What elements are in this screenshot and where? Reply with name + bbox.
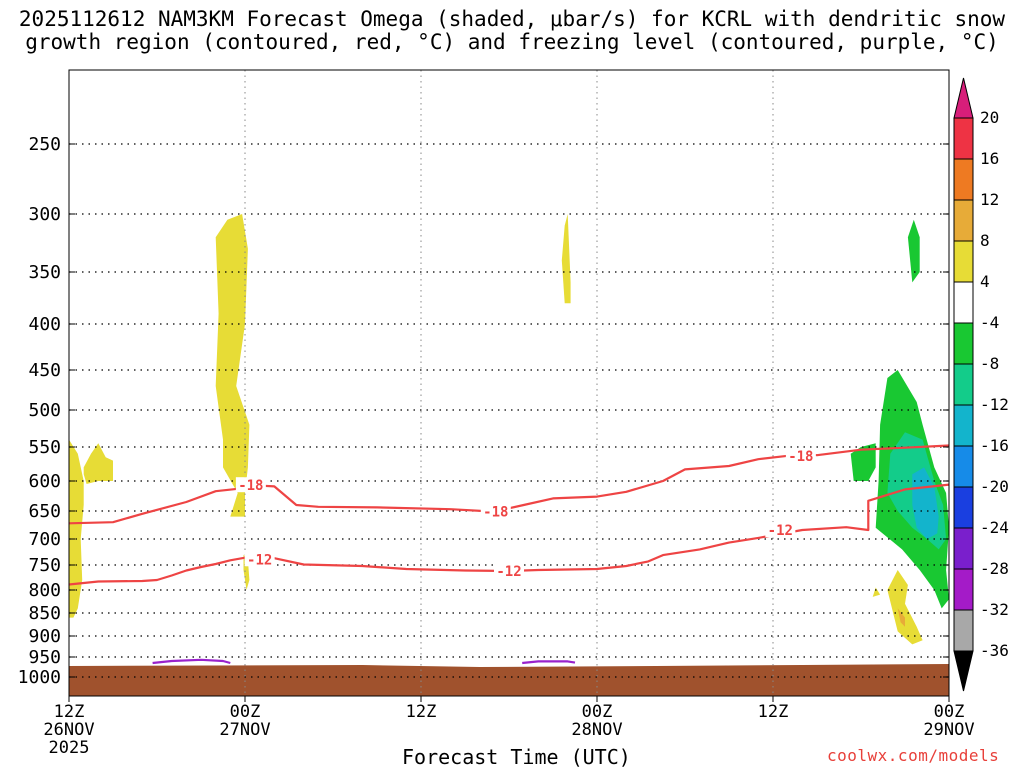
colorbar-label: 8	[980, 231, 990, 250]
chart-title-line-2: growth region (contoured, red, °C) and f…	[25, 30, 999, 54]
colorbar-label: -28	[980, 559, 1009, 578]
colorbar-swatch	[953, 527, 974, 570]
y-tick-label: 450	[28, 360, 61, 381]
omega-region-7	[897, 608, 905, 627]
x-axis-title: Forecast Time (UTC)	[402, 745, 631, 769]
y-tick-label: 400	[28, 314, 61, 335]
x-tick-label: 00Z	[230, 702, 261, 722]
omega-region-1	[69, 439, 84, 618]
x-tick-label: 29NOV	[923, 720, 974, 740]
colorbar-swatch	[953, 486, 974, 529]
contour-label: -12	[496, 564, 521, 580]
y-tick-label: 850	[28, 603, 61, 624]
colorbar-label: -12	[980, 395, 1009, 414]
y-tick-label: 1000	[18, 667, 61, 688]
contour-label-bg	[765, 522, 796, 538]
colorbar-swatch	[953, 363, 974, 406]
colorbar-label: 16	[980, 149, 999, 168]
y-tick-label: 800	[28, 580, 61, 601]
contour-label: -18	[483, 505, 508, 521]
x-tick-label: 00Z	[582, 702, 613, 722]
omega-region-0	[215, 214, 250, 517]
contour-label-bg	[785, 447, 816, 463]
y-tick-label: 600	[28, 471, 61, 492]
contour-label: -12	[247, 552, 272, 568]
colorbar-swatch	[953, 117, 974, 160]
y-tick-label: 950	[28, 647, 61, 668]
chart-title-line-1: 2025112612 NAM3KM Forecast Omega (shaded…	[18, 7, 1006, 31]
colorbar-label: -16	[980, 436, 1009, 455]
colorbar-swatch	[953, 281, 974, 324]
colorbar-label: -32	[980, 600, 1009, 619]
contours: -18 -18 -18 -12 -12 -12	[68, 444, 950, 665]
contour-label: -18	[788, 449, 813, 465]
y-tick-label: 250	[28, 134, 61, 155]
contour-label-bg	[244, 551, 275, 567]
colorbar-swatch	[953, 609, 974, 652]
omega-region-4	[561, 214, 571, 304]
colorbar-swatch	[953, 404, 974, 447]
colorbar-swatch	[953, 445, 974, 488]
colorbar-label: 12	[980, 190, 999, 209]
x-tick-label: 00Z	[934, 702, 965, 722]
omega-region-5	[887, 570, 923, 645]
colorbar-label: -24	[980, 518, 1009, 537]
x-tick-label: 2025	[49, 738, 90, 758]
contour-line-2	[152, 658, 231, 665]
x-tick-label: 27NOV	[219, 720, 270, 740]
colorbar-arrow-top	[953, 77, 974, 119]
colorbar-label: -8	[980, 354, 999, 373]
x-tick-label: 12Z	[758, 702, 789, 722]
omega-region-6	[872, 587, 881, 597]
terrain	[69, 664, 949, 696]
plot-frame	[68, 69, 950, 697]
contour-label-bg	[494, 563, 524, 578]
contour-line-1	[68, 483, 950, 586]
colorbar-swatch	[953, 322, 974, 365]
y-tick-label: 900	[28, 626, 61, 647]
colorbar-label: -36	[980, 641, 1009, 660]
colorbar-swatch	[953, 568, 974, 611]
colorbar-swatch	[953, 240, 974, 283]
colorbar-label: 20	[980, 108, 999, 127]
omega-region-9	[850, 443, 876, 481]
omega-region-8	[907, 219, 920, 283]
colorbar-swatch	[953, 199, 974, 242]
contour-label-bg	[235, 477, 266, 493]
colorbar-arrow-bottom	[953, 650, 974, 692]
colorbar-swatch	[953, 158, 974, 201]
x-tick-label: 26NOV	[43, 720, 94, 740]
contour-label: -18	[238, 478, 263, 494]
contour-label: -12	[768, 523, 793, 539]
x-tick-label: 28NOV	[571, 720, 622, 740]
colorbar: 20 16 12 8 4 -4 -8 -12 -16 -20 -24 -28 -32 -36	[953, 77, 1009, 692]
colorbar-label: 4	[980, 272, 990, 291]
x-tick-label: 12Z	[406, 702, 437, 722]
grid	[68, 70, 950, 696]
y-tick-label: 700	[28, 529, 61, 550]
contour-label-bg	[480, 503, 511, 519]
y-tick-label: 550	[28, 437, 61, 458]
x-tick-label: 12Z	[54, 702, 85, 722]
colorbar-label: -20	[980, 477, 1009, 496]
credit-link[interactable]: coolwx.com/models	[827, 746, 1000, 765]
terrain-fill	[69, 664, 949, 696]
y-tick-label: 750	[28, 555, 61, 576]
y-tick-label: 650	[28, 501, 61, 522]
y-tick-label: 300	[28, 204, 61, 225]
contour-line-3	[522, 660, 576, 665]
y-tick-label: 500	[28, 400, 61, 421]
omega-region-12	[912, 467, 939, 539]
colorbar-label: -4	[980, 313, 999, 332]
y-axis: 2503003504004505005506006507007508008509…	[18, 134, 949, 688]
omega-region-2	[83, 443, 113, 484]
y-tick-label: 350	[28, 262, 61, 283]
